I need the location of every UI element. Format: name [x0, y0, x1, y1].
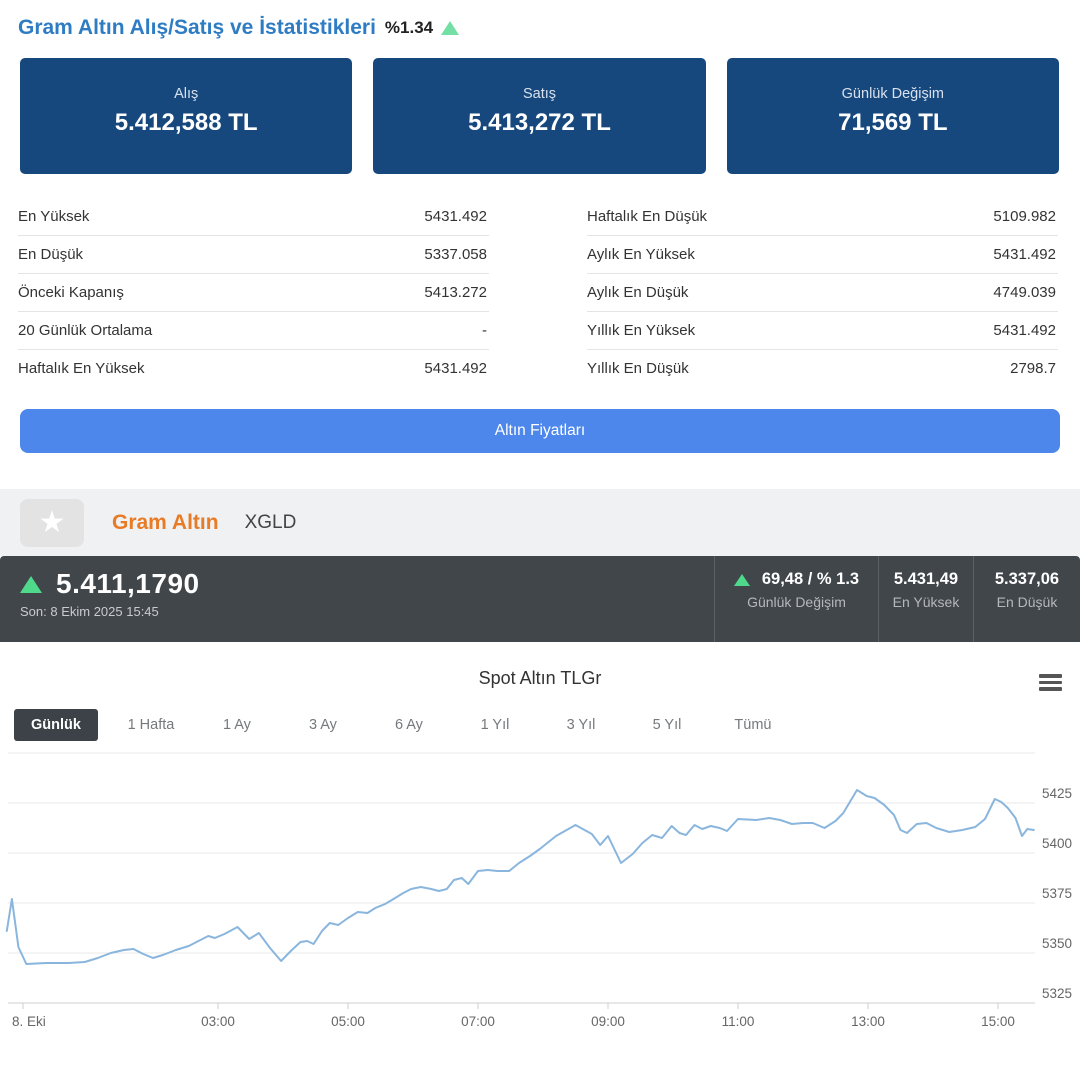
table-row: Haftalık En Yüksek 5431.492	[18, 350, 489, 387]
stat-label: Önceki Kapanış	[18, 284, 124, 301]
card-value: 71,569 TL	[838, 109, 948, 136]
stat-label: Haftalık En Yüksek	[18, 360, 145, 377]
range-tab-5yil[interactable]: 5 Yıl	[652, 717, 682, 733]
stat-label: Aylık En Düşük	[587, 284, 689, 301]
stat-value: 5431.492	[993, 246, 1056, 263]
range-tab-tumu[interactable]: Tümü	[734, 717, 772, 733]
x-axis-label: 05:00	[331, 1014, 365, 1029]
stat-value: 5109.982	[993, 208, 1056, 225]
chart-menu-icon[interactable]	[1039, 674, 1062, 694]
segment-value: 5.337,06	[994, 570, 1060, 588]
card-value: 5.413,272 TL	[468, 109, 611, 136]
page-title: Gram Altın Alış/Satış ve İstatistikleri	[18, 16, 376, 39]
price-line-chart[interactable]: 5325 5350 5375 5400 5425 8. Eki 03:00 05:00 07:0…	[0, 741, 1080, 1041]
stat-label: En Yüksek	[18, 208, 90, 225]
table-row: Aylık En Düşük 4749.039	[587, 274, 1058, 312]
y-axis-label: 5400	[1042, 836, 1072, 851]
daily-change-segment: 69,48 / % 1.3 Günlük Değişim	[714, 556, 878, 642]
x-axis-label: 8. Eki	[12, 1014, 46, 1029]
segment-value: 69,48 / % 1.3	[761, 570, 860, 588]
stat-value: 5337.058	[424, 246, 487, 263]
range-tab-3ay[interactable]: 3 Ay	[308, 717, 337, 733]
up-triangle-icon	[441, 21, 460, 35]
x-axis-label: 11:00	[722, 1014, 755, 1029]
table-row: Yıllık En Düşük 2798.7	[587, 350, 1058, 387]
stat-label: Yıllık En Yüksek	[587, 322, 696, 339]
range-tab-1hafta[interactable]: 1 Hafta	[127, 717, 175, 733]
range-tabs: Günlük 1 Hafta 1 Ay 3 Ay 6 Ay 1 Yıl 3 Yı…	[0, 689, 1080, 741]
stat-value: 5431.492	[424, 208, 487, 225]
range-tab-1yil[interactable]: 1 Yıl	[480, 717, 510, 733]
day-low-segment: 5.337,06 En Düşük	[973, 556, 1080, 642]
segment-label: Günlük Değişim	[747, 594, 846, 610]
stat-value: 2798.7	[1010, 360, 1056, 377]
instrument-band: ★ Gram Altın XGLD	[0, 489, 1080, 556]
y-axis-label: 5375	[1042, 886, 1072, 901]
instrument-code: XGLD	[244, 511, 297, 533]
daily-change-card: Günlük Değişim 71,569 TL	[726, 58, 1059, 174]
card-label: Alış	[174, 86, 199, 102]
statistics-table: En Yüksek 5431.492 En Düşük 5337.058 Önc…	[0, 174, 1080, 387]
x-axis-label: 03:00	[201, 1014, 235, 1029]
stat-label: Aylık En Yüksek	[587, 246, 695, 263]
stat-label: Haftalık En Düşük	[587, 208, 708, 225]
range-tab-3yil[interactable]: 3 Yıl	[566, 717, 596, 733]
range-tab-1ay[interactable]: 1 Ay	[222, 717, 251, 733]
star-icon: ★	[38, 505, 66, 539]
card-value: 5.412,588 TL	[114, 109, 258, 136]
stat-label: 20 Günlük Ortalama	[18, 322, 153, 339]
instrument-name: Gram Altın	[112, 510, 219, 534]
stats-right-column: Haftalık En Düşük 5109.982 Aylık En Yüks…	[587, 198, 1058, 387]
stat-value: 5431.492	[993, 322, 1056, 339]
quote-timestamp: Son: 8 Ekim 2025 15:45	[20, 604, 159, 619]
stat-value: 5413.272	[424, 284, 487, 301]
chart-section: Spot Altın TLGr Günlük 1 Hafta 1 Ay 3 Ay…	[0, 642, 1080, 1041]
table-row: 20 Günlük Ortalama -	[18, 312, 489, 350]
price-cards: Alış 5.412,588 TL Satış 5.413,272 TL Gün…	[0, 50, 1080, 174]
y-axis-label: 5325	[1042, 986, 1072, 1001]
x-axis-label: 15:00	[981, 1014, 1015, 1029]
card-label: Satış	[522, 86, 557, 102]
card-label: Günlük Değişim	[841, 86, 944, 102]
table-row: En Yüksek 5431.492	[18, 198, 489, 236]
table-row: Haftalık En Düşük 5109.982	[587, 198, 1058, 236]
range-tab-gunluk[interactable]: Günlük	[14, 709, 98, 741]
stat-value: -	[482, 322, 487, 339]
x-axis-label: 07:00	[461, 1014, 495, 1029]
y-axis-label: 5425	[1042, 786, 1072, 801]
table-row: En Düşük 5337.058	[18, 236, 489, 274]
segment-label: En Yüksek	[892, 594, 960, 610]
x-axis-label: 09:00	[591, 1014, 625, 1029]
table-row: Aylık En Yüksek 5431.492	[587, 236, 1058, 274]
table-row: Önceki Kapanış 5413.272	[18, 274, 489, 312]
stat-value: 4749.039	[993, 284, 1056, 301]
up-triangle-icon	[20, 575, 42, 593]
favorite-star-button[interactable]: ★	[20, 498, 84, 547]
button-row: Altın Fiyatları	[0, 387, 1080, 453]
x-axis-label: 13:00	[851, 1014, 885, 1029]
segment-label: En Düşük	[996, 594, 1058, 610]
stat-label: Yıllık En Düşük	[587, 360, 689, 377]
chart-title: Spot Altın TLGr	[478, 668, 602, 688]
last-price-block: 5.411,1790 Son: 8 Ekim 2025 15:45	[0, 556, 714, 642]
segment-value: 5.431,49	[893, 570, 959, 588]
daily-change-percent: %1.34	[384, 18, 434, 37]
sell-price-card: Satış 5.413,272 TL	[373, 58, 706, 174]
quote-bar: 5.411,1790 Son: 8 Ekim 2025 15:45 69,48 …	[0, 556, 1080, 642]
last-price: 5.411,1790	[56, 568, 200, 599]
stats-left-column: En Yüksek 5431.492 En Düşük 5337.058 Önc…	[18, 198, 489, 387]
page-header: Gram Altın Alış/Satış ve İstatistikleri …	[0, 0, 1080, 50]
buy-price-card: Alış 5.412,588 TL	[20, 58, 353, 174]
table-row: Yıllık En Yüksek 5431.492	[587, 312, 1058, 350]
stat-label: En Düşük	[18, 246, 84, 263]
y-axis-label: 5350	[1042, 936, 1072, 951]
up-triangle-icon	[733, 573, 750, 586]
range-tab-6ay[interactable]: 6 Ay	[394, 717, 423, 733]
stat-value: 5431.492	[424, 360, 487, 377]
price-series-line	[5, 789, 1035, 965]
gold-prices-button[interactable]: Altın Fiyatları	[20, 409, 1060, 453]
day-high-segment: 5.431,49 En Yüksek	[878, 556, 973, 642]
